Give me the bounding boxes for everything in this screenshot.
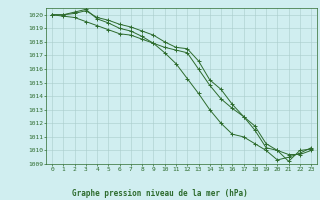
- Text: Graphe pression niveau de la mer (hPa): Graphe pression niveau de la mer (hPa): [72, 189, 248, 198]
